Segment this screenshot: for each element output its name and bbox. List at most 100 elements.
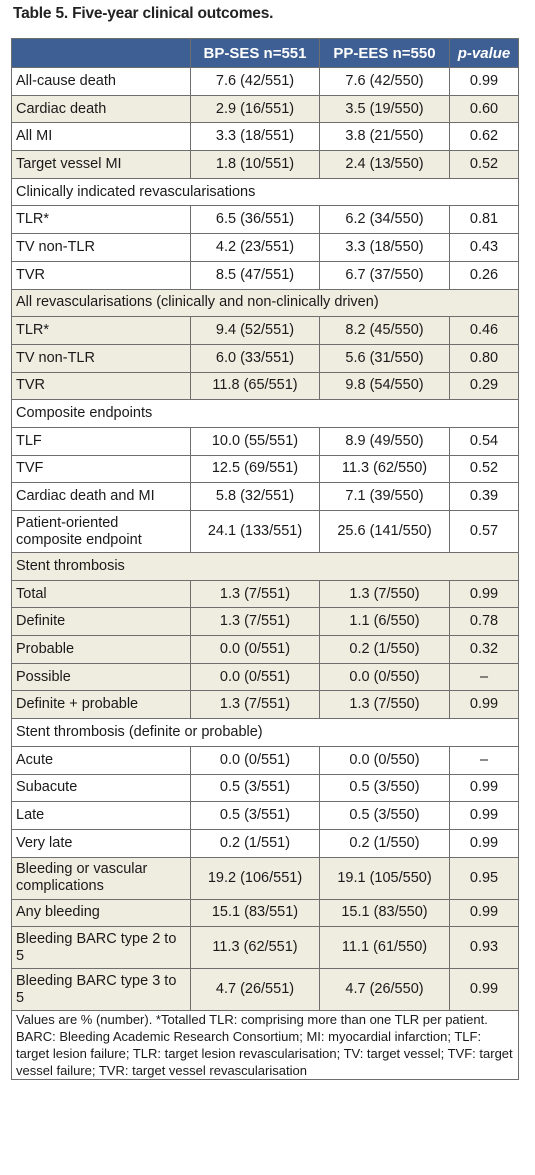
p-value-cell: 0.60 <box>449 94 519 124</box>
p-value-cell: 0.99 <box>449 801 519 830</box>
bp-ses-value-cell: 4.2 (23/551) <box>190 233 320 262</box>
outcome-label-cell: All-cause death <box>11 67 191 96</box>
pp-ees-value-cell: 25.6 (141/550) <box>319 510 450 553</box>
outcome-label-cell: Definite <box>11 607 191 637</box>
outcome-label-cell: Bleeding BARC type 2 to 5 <box>11 926 191 970</box>
section-row: Stent thrombosis <box>11 552 519 581</box>
bp-ses-value-cell: 1.3 (7/551) <box>190 690 320 720</box>
table-row: Any bleeding 15.1 (83/551) 15.1 (83/550) 0.… <box>11 898 519 928</box>
table-row: TVR 11.8 (65/551) 9.8 (54/550) 0.29 <box>11 371 519 401</box>
outcome-label-cell: Cardiac death and MI <box>11 482 191 511</box>
outcome-label-cell: Target vessel MI <box>11 150 191 179</box>
section-row: Clinically indicated revascularisations <box>11 177 519 207</box>
pp-ees-value-cell: 11.1 (61/550) <box>319 926 450 970</box>
pp-ees-value-cell: 8.2 (45/550) <box>319 316 450 345</box>
table-row: Probable 0.0 (0/551) 0.2 (1/550) 0.32 <box>11 635 519 664</box>
section-heading: Clinically indicated revascularisations <box>11 177 519 207</box>
pp-ees-value-cell: 3.8 (21/550) <box>319 122 450 152</box>
bp-ses-value-cell: 9.4 (52/551) <box>190 316 320 345</box>
bp-ses-value-cell: 5.8 (32/551) <box>190 482 320 511</box>
p-value-cell: 0.43 <box>449 233 519 262</box>
pp-ees-value-cell: 1.3 (7/550) <box>319 690 450 720</box>
outcome-label-cell: Bleeding BARC type 3 to 5 <box>11 968 191 1012</box>
p-value-cell: 0.52 <box>449 454 519 484</box>
table-row: TV non-TLR 6.0 (33/551) 5.6 (31/550) 0.80 <box>11 343 519 373</box>
p-value-cell: 0.81 <box>449 205 519 235</box>
table-row: All MI 3.3 (18/551) 3.8 (21/550) 0.62 <box>11 122 519 152</box>
table-row: Very late 0.2 (1/551) 0.2 (1/550) 0.99 <box>11 828 519 858</box>
bp-ses-value-cell: 4.7 (26/551) <box>190 968 320 1012</box>
p-value-cell: 0.99 <box>449 828 519 858</box>
table-row: Definite + probable 1.3 (7/551) 1.3 (7/550… <box>11 690 519 720</box>
p-value-cell: 0.99 <box>449 968 519 1012</box>
bp-ses-value-cell: 1.3 (7/551) <box>190 607 320 637</box>
p-value-cell: 0.32 <box>449 635 519 664</box>
pp-ees-value-cell: 0.5 (3/550) <box>319 801 450 830</box>
outcome-label-cell: TVR <box>11 260 191 290</box>
outcome-label-cell: Patient-oriented composite endpoint <box>11 510 191 553</box>
table-row: Total 1.3 (7/551) 1.3 (7/550) 0.99 <box>11 579 519 609</box>
table-row: Bleeding or vascular complications 19.2 (… <box>11 856 519 900</box>
bp-ses-value-cell: 24.1 (133/551) <box>190 510 320 553</box>
p-value-cell: 0.26 <box>449 260 519 290</box>
p-value-cell: – <box>449 662 519 692</box>
p-value-cell: 0.54 <box>449 426 519 456</box>
table-title: Table 5. Five-year clinical outcomes. <box>13 5 274 22</box>
bp-ses-value-cell: 6.0 (33/551) <box>190 343 320 373</box>
section-heading: Stent thrombosis <box>11 552 519 581</box>
pp-ees-value-cell: 3.3 (18/550) <box>319 233 450 262</box>
bp-ses-value-cell: 7.6 (42/551) <box>190 67 320 96</box>
pp-ees-value-cell: 2.4 (13/550) <box>319 150 450 179</box>
section-heading: Composite endpoints <box>11 399 519 428</box>
table-row: Cardiac death 2.9 (16/551) 3.5 (19/550) 0.6… <box>11 94 519 124</box>
section-row: Composite endpoints <box>11 399 519 428</box>
pp-ees-value-cell: 4.7 (26/550) <box>319 968 450 1012</box>
table-row: Cardiac death and MI 5.8 (32/551) 7.1 (39/… <box>11 482 519 511</box>
bp-ses-value-cell: 11.8 (65/551) <box>190 371 320 401</box>
bp-ses-value-cell: 6.5 (36/551) <box>190 205 320 235</box>
table-row: Patient-oriented composite endpoint 24.1 … <box>11 510 519 553</box>
outcome-label-cell: TVR <box>11 371 191 401</box>
bp-ses-value-cell: 0.2 (1/551) <box>190 828 320 858</box>
bp-ses-value-cell: 12.5 (69/551) <box>190 454 320 484</box>
table-row: Target vessel MI 1.8 (10/551) 2.4 (13/550)… <box>11 150 519 179</box>
section-row: All revascularisations (clinically and n… <box>11 288 519 318</box>
p-value-cell: 0.99 <box>449 898 519 928</box>
outcome-label-cell: TLF <box>11 426 191 456</box>
table-row: Definite 1.3 (7/551) 1.1 (6/550) 0.78 <box>11 607 519 637</box>
pp-ees-value-cell: 5.6 (31/550) <box>319 343 450 373</box>
outcome-label-cell: All MI <box>11 122 191 152</box>
outcome-label-cell: Total <box>11 579 191 609</box>
table-row: TV non-TLR 4.2 (23/551) 3.3 (18/550) 0.43 <box>11 233 519 262</box>
p-value-cell: 0.99 <box>449 773 519 803</box>
pp-ees-value-cell: 7.6 (42/550) <box>319 67 450 96</box>
table-row: Subacute 0.5 (3/551) 0.5 (3/550) 0.99 <box>11 773 519 803</box>
bp-ses-value-cell: 8.5 (47/551) <box>190 260 320 290</box>
p-value-cell: 0.78 <box>449 607 519 637</box>
section-heading: All revascularisations (clinically and n… <box>11 288 519 318</box>
bp-ses-value-cell: 15.1 (83/551) <box>190 898 320 928</box>
outcome-label-cell: TLR* <box>11 316 191 345</box>
pp-ees-value-cell: 0.0 (0/550) <box>319 662 450 692</box>
header-cell-p-value: p-value <box>449 38 519 68</box>
p-value-cell: 0.52 <box>449 150 519 179</box>
bp-ses-value-cell: 1.8 (10/551) <box>190 150 320 179</box>
pp-ees-value-cell: 9.8 (54/550) <box>319 371 450 401</box>
footnote-row: Values are % (number). *Totalled TLR: co… <box>11 1010 519 1081</box>
pp-ees-value-cell: 0.2 (1/550) <box>319 828 450 858</box>
p-value-cell: 0.93 <box>449 926 519 970</box>
table-row: Acute 0.0 (0/551) 0.0 (0/550) – <box>11 745 519 775</box>
table-row: All-cause death 7.6 (42/551) 7.6 (42/550) 0… <box>11 67 519 96</box>
outcome-label-cell: Any bleeding <box>11 898 191 928</box>
outcome-label-cell: TLR* <box>11 205 191 235</box>
table-row: TLR* 6.5 (36/551) 6.2 (34/550) 0.81 <box>11 205 519 235</box>
bp-ses-value-cell: 10.0 (55/551) <box>190 426 320 456</box>
pp-ees-value-cell: 6.7 (37/550) <box>319 260 450 290</box>
footnote: Values are % (number). *Totalled TLR: co… <box>11 1010 519 1081</box>
pp-ees-value-cell: 7.1 (39/550) <box>319 482 450 511</box>
outcome-label-cell: Definite + probable <box>11 690 191 720</box>
outcome-label-cell: Very late <box>11 828 191 858</box>
pp-ees-value-cell: 0.5 (3/550) <box>319 773 450 803</box>
pp-ees-value-cell: 8.9 (49/550) <box>319 426 450 456</box>
outcome-label-cell: TV non-TLR <box>11 233 191 262</box>
